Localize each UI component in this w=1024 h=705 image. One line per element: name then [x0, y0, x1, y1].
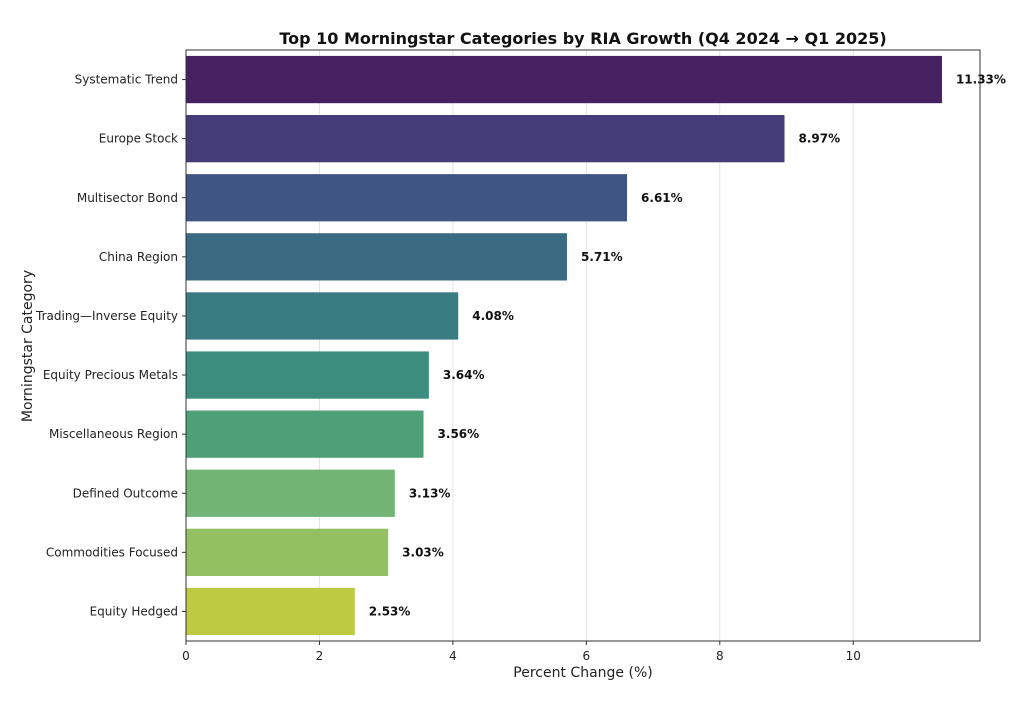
- y-axis-label: Morningstar Category: [20, 270, 36, 422]
- bar: [186, 351, 429, 399]
- bar: [186, 55, 942, 104]
- bar: [186, 469, 395, 517]
- y-tick-label: Europe Stock: [99, 132, 178, 146]
- y-tick-label: Commodities Focused: [46, 545, 178, 559]
- bars-layer: [186, 55, 942, 636]
- plot-frame: [185, 49, 981, 642]
- bar-value-label: 3.03%: [402, 545, 444, 559]
- bar: [186, 174, 628, 222]
- bar-value-label: 11.33%: [956, 73, 1006, 87]
- labels-layer: Systematic Trend 11.33% Europe Stock 8.97% M…: [35, 73, 1006, 619]
- bar-value-label: 5.71%: [581, 250, 623, 264]
- bar-value-label: 8.97%: [799, 132, 841, 146]
- bar: [186, 410, 424, 458]
- x-tick-label: 6: [583, 649, 591, 663]
- bar-value-label: 2.53%: [369, 604, 411, 618]
- x-tick-label: 0: [182, 649, 190, 663]
- ticks-layer: 0 2 4 6 8 10: [182, 79, 861, 663]
- y-tick-label: Miscellaneous Region: [49, 427, 178, 441]
- y-tick-label: Systematic Trend: [75, 73, 178, 87]
- bar: [186, 587, 355, 636]
- bar-value-label: 3.56%: [438, 427, 480, 441]
- y-tick-label: Multisector Bond: [77, 191, 178, 205]
- y-tick-label: Equity Hedged: [90, 604, 178, 618]
- x-axis-label: Percent Change (%): [513, 665, 652, 681]
- bar: [186, 528, 389, 576]
- y-tick-label: Defined Outcome: [73, 486, 178, 500]
- chart-title: Top 10 Morningstar Categories by RIA Gro…: [279, 29, 886, 48]
- y-tick-label: Trading—Inverse Equity: [35, 309, 178, 323]
- x-tick-label: 10: [846, 649, 861, 663]
- x-tick-label: 8: [716, 649, 724, 663]
- bar-value-label: 4.08%: [472, 309, 514, 323]
- bar: [186, 292, 459, 340]
- bar-value-label: 6.61%: [641, 191, 683, 205]
- bar: [186, 233, 567, 281]
- bar-value-label: 3.64%: [443, 368, 485, 382]
- y-tick-label: Equity Precious Metals: [43, 368, 178, 382]
- x-tick-label: 2: [316, 649, 324, 663]
- y-tick-label: China Region: [99, 250, 178, 264]
- bar: [186, 115, 785, 163]
- x-tick-label: 4: [449, 649, 457, 663]
- bar-value-label: 3.13%: [409, 486, 451, 500]
